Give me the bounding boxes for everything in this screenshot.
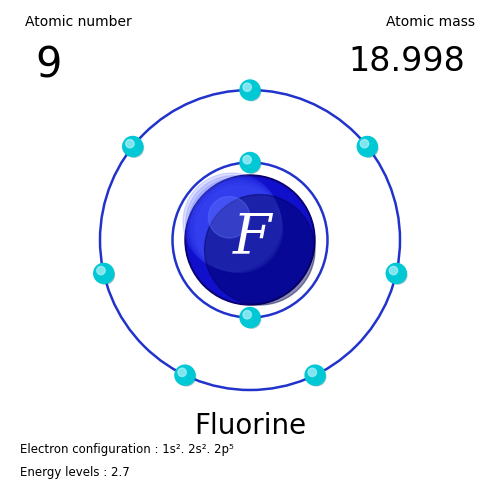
Circle shape: [186, 176, 281, 271]
Circle shape: [308, 368, 326, 386]
Circle shape: [204, 194, 315, 305]
Circle shape: [305, 365, 325, 385]
Circle shape: [242, 155, 260, 173]
Text: Fluorine: Fluorine: [194, 412, 306, 440]
Circle shape: [175, 365, 195, 385]
Text: 9: 9: [35, 45, 62, 87]
Circle shape: [242, 310, 260, 328]
Circle shape: [388, 266, 407, 284]
Circle shape: [125, 139, 144, 157]
Circle shape: [243, 156, 252, 164]
Circle shape: [194, 184, 282, 272]
Circle shape: [240, 308, 260, 328]
Text: Atomic mass: Atomic mass: [386, 15, 475, 29]
Circle shape: [97, 266, 105, 275]
Circle shape: [360, 140, 368, 148]
Circle shape: [240, 152, 260, 172]
Circle shape: [242, 82, 260, 100]
Circle shape: [94, 264, 114, 283]
Circle shape: [243, 83, 252, 92]
Circle shape: [187, 177, 313, 303]
Circle shape: [358, 136, 378, 156]
Circle shape: [243, 310, 252, 319]
Circle shape: [191, 181, 282, 272]
Circle shape: [240, 80, 260, 100]
Circle shape: [126, 140, 134, 148]
Circle shape: [196, 186, 282, 272]
Circle shape: [185, 175, 315, 305]
Circle shape: [188, 178, 282, 272]
Circle shape: [122, 136, 142, 156]
Circle shape: [389, 266, 398, 275]
Text: Electron configuration : 1s². 2s². 2p⁵: Electron configuration : 1s². 2s². 2p⁵: [20, 442, 234, 456]
Text: Atomic number: Atomic number: [25, 15, 132, 29]
Text: Energy levels : 2.7: Energy levels : 2.7: [20, 466, 130, 479]
Circle shape: [308, 368, 316, 376]
Text: F: F: [233, 210, 272, 265]
Circle shape: [178, 368, 186, 376]
Circle shape: [360, 139, 378, 157]
Circle shape: [177, 368, 196, 386]
Circle shape: [386, 264, 406, 283]
Circle shape: [96, 266, 114, 284]
Circle shape: [183, 173, 280, 270]
Circle shape: [208, 196, 250, 238]
Text: 18.998: 18.998: [348, 45, 465, 78]
